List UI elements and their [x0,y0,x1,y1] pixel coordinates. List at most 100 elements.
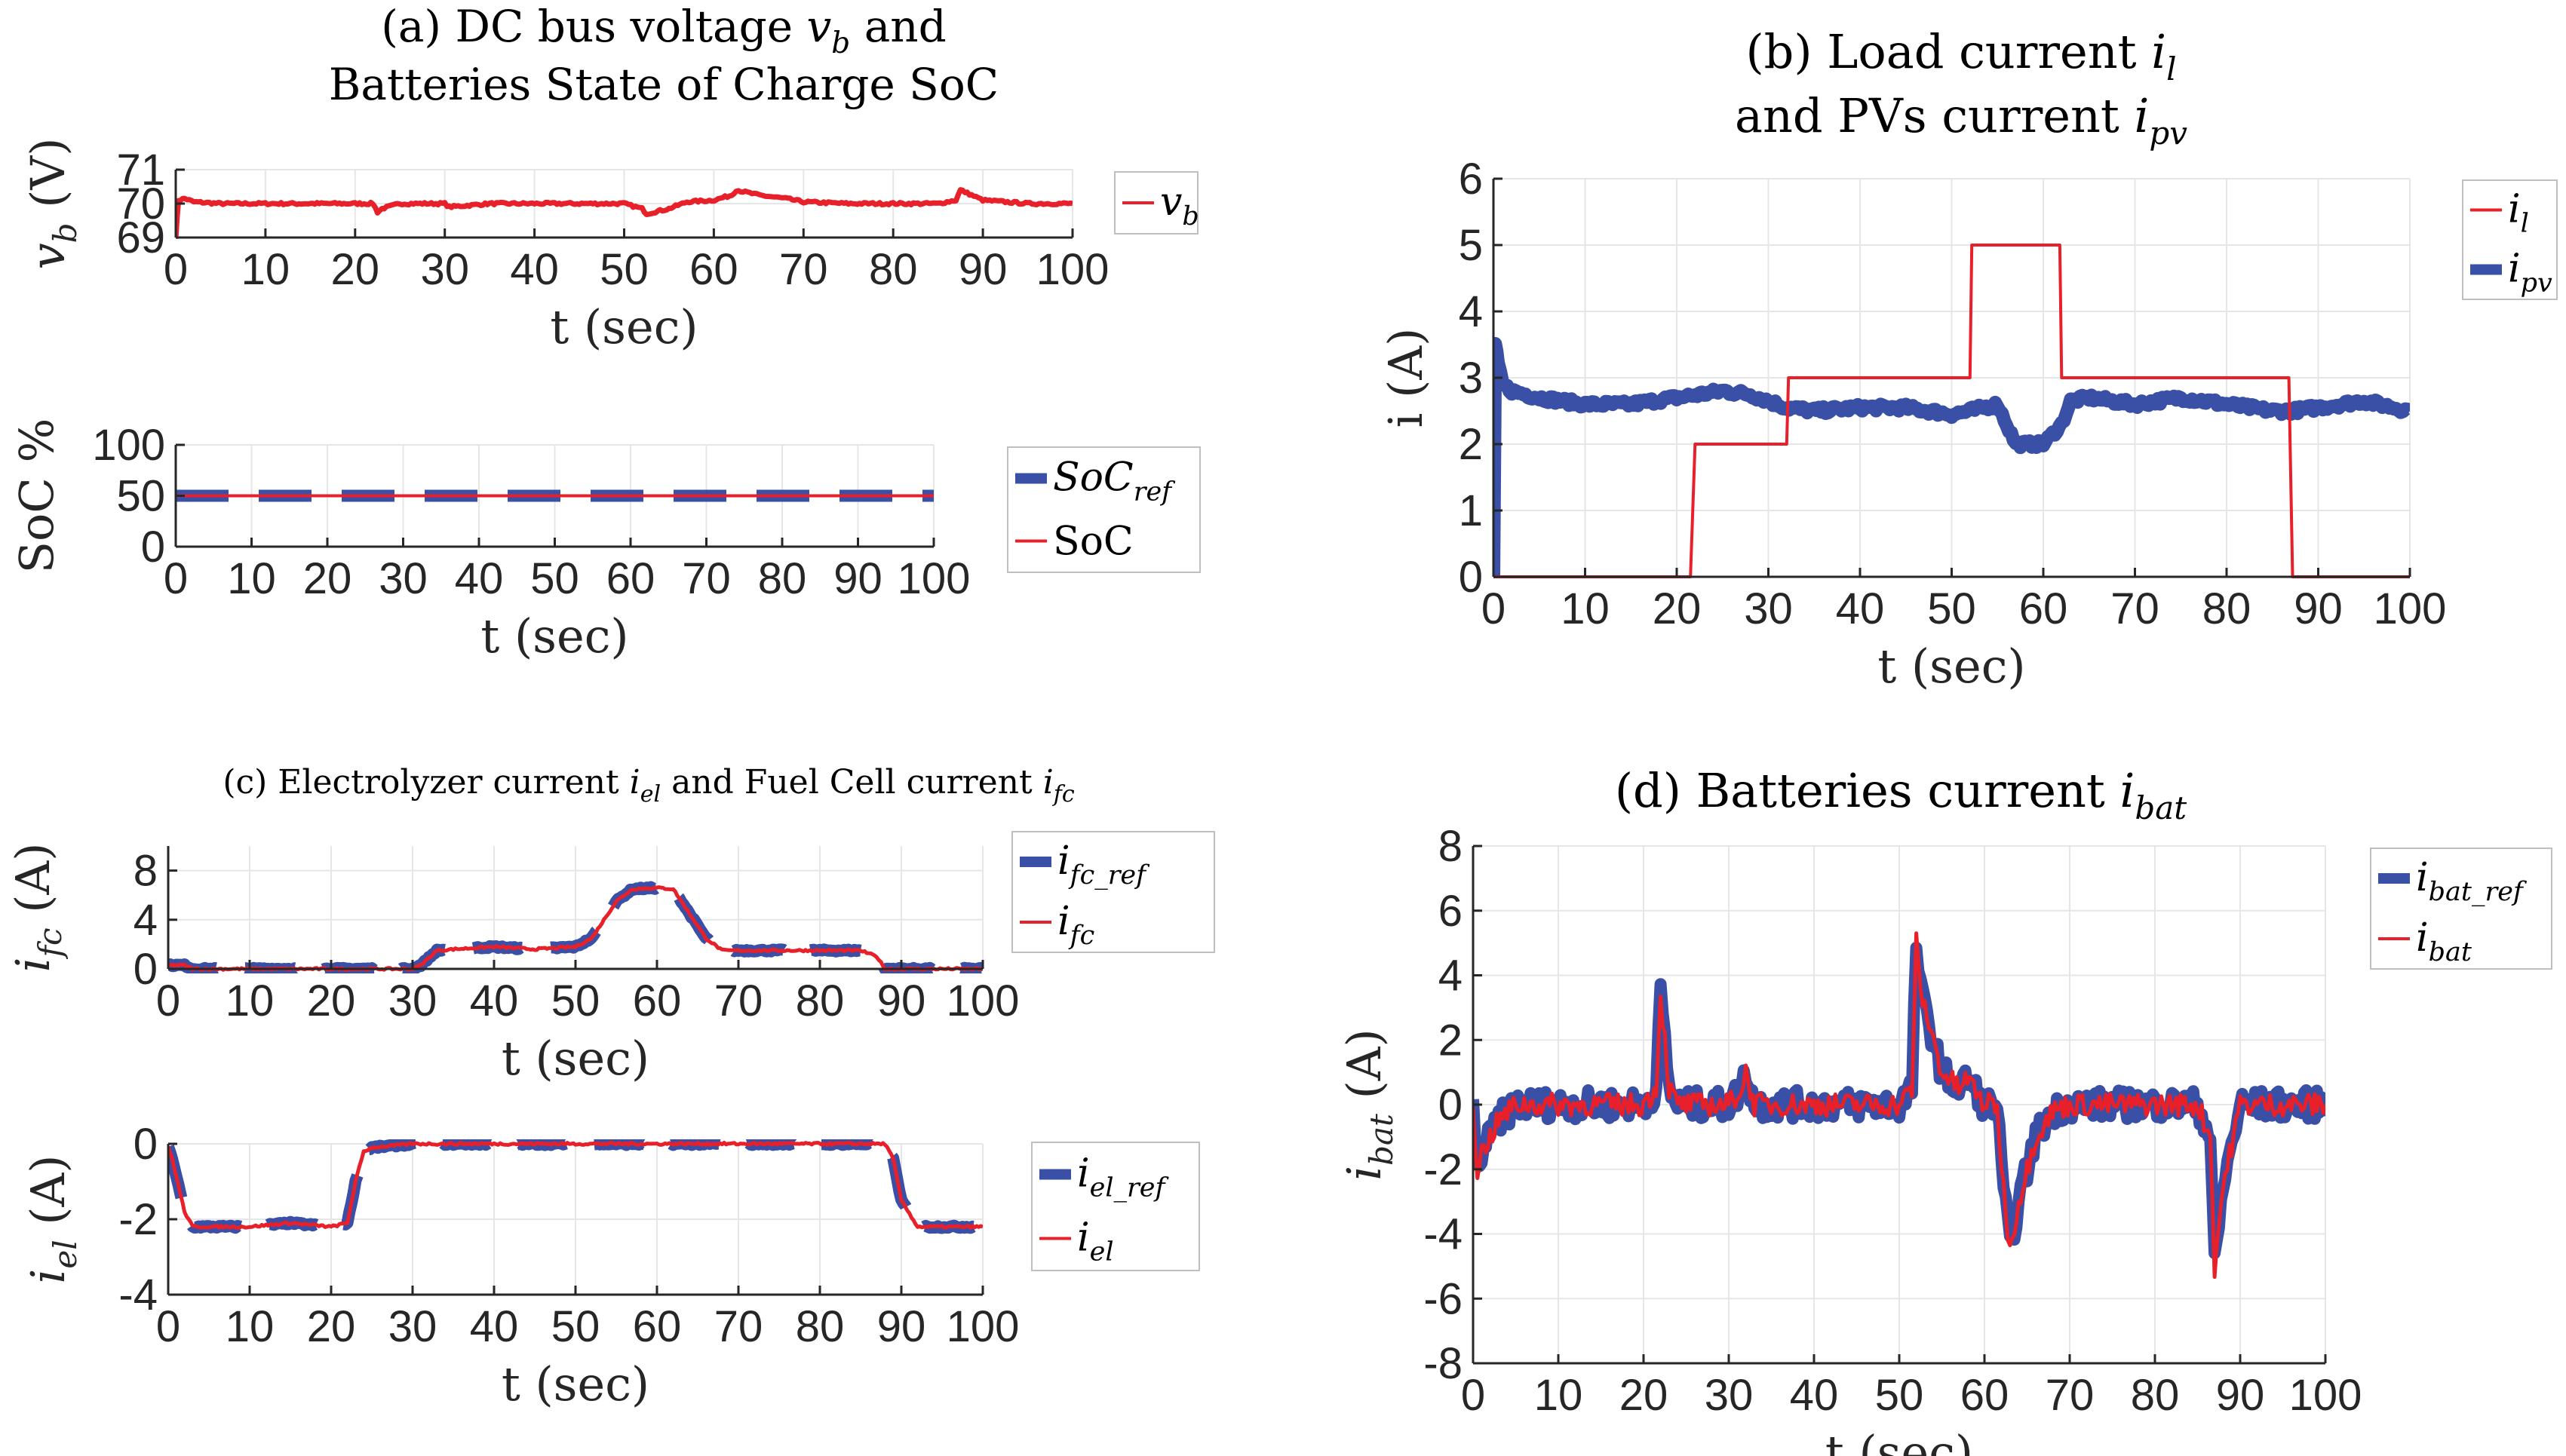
legend-box [1007,446,1201,573]
x-tick-label: 50 [551,976,600,1025]
legend-label: il​ [2508,187,2529,239]
x-tick-label: 40 [1790,1371,1839,1420]
x-tick-label: 80 [758,554,807,603]
y-tick-label: 3 [1459,354,1483,403]
x-tick-label: 100 [2289,1371,2362,1420]
x-tick-label: 0 [164,554,188,603]
x-tick-label: 100 [2374,584,2447,633]
x-tick-label: 40 [470,976,519,1025]
y-tick-label: 0 [141,523,165,572]
x-tick-label: 10 [241,245,290,294]
legend-label: ifc​ [1057,899,1094,951]
x-axis-label: t (sec) [550,299,698,354]
legend: ibat_ref​ ibat​ [2370,848,2552,970]
legend-label: ifc_ref​ [1057,838,1150,890]
x-tick-label: 10 [226,1302,275,1351]
y-tick-label: -2 [1423,1145,1463,1194]
y-tick-label: -2 [118,1195,158,1244]
y-tick-label: 100 [92,421,165,470]
legend-box [2462,179,2558,300]
legend-label: ibat_ref​ [2416,855,2528,907]
x-tick-label: 30 [1744,584,1793,633]
y-tick-label: 70 [116,179,165,228]
legend-label: SoCref​ [1053,455,1176,507]
y-tick-label: 4 [1438,952,1463,1001]
x-tick-label: 40 [1836,584,1885,633]
x-axis-label: t (sec) [480,608,628,664]
y-tick-label: 0 [134,1120,158,1169]
x-tick-label: 50 [600,245,649,294]
y-axis-label: ifc​ (A) [5,843,69,973]
x-tick-label: 70 [682,554,731,603]
y-axis-label: ibat​ (A) [1337,1028,1400,1181]
y-tick-label: 6 [1459,155,1483,204]
legend-box [2370,848,2552,970]
y-tick-label: 5 [1459,221,1483,270]
panel-d: 0 10 20 30 40 50 60 70 80 90 100 -8 -6 -4 -2 0 2 4 6 8 t (se… [1337,763,2552,1456]
y-tick-label: 2 [1459,420,1483,469]
series-group [176,187,1073,239]
x-tick-label: 80 [2202,584,2251,633]
legend-label: ipv​ [2508,247,2552,299]
y-tick-label: -4 [1423,1210,1463,1259]
chart-title-line: Batteries State of Charge SoC [329,59,999,110]
y-axis-label: iel​ (A) [20,1155,84,1284]
x-tick-label: 90 [2294,584,2343,633]
x-tick-label: 90 [2216,1371,2265,1420]
series-v-b [176,187,1073,239]
panel-b: 0 10 20 30 40 50 60 70 80 90 100 0 1 2 3 4 5 6 t (sec) i (A… [1378,24,2558,694]
x-tick-label: 40 [510,245,559,294]
x-tick-label: 70 [714,1302,763,1351]
x-tick-label: 50 [1927,584,1976,633]
x-tick-label: 20 [307,976,356,1025]
x-tick-label: 100 [1036,245,1110,294]
y-axis-label: vb​ (V) [20,138,84,270]
legend: ifc_ref​ ifc​ [1011,831,1215,953]
series-i-l [1493,244,2410,578]
x-tick-label: 70 [2046,1371,2095,1420]
legend: il​ ipv​ [2462,179,2558,300]
y-tick-label: 6 [1438,887,1463,936]
x-tick-label: 80 [796,976,845,1025]
x-tick-label: 30 [1705,1371,1754,1420]
x-tick-label: 30 [388,976,437,1025]
y-tick-label: 0 [1459,553,1483,602]
series-group [168,1139,983,1234]
x-tick-label: 80 [869,245,918,294]
y-tick-label: 0 [134,945,158,994]
x-tick-label: 90 [877,976,926,1025]
x-tick-label: 60 [633,976,682,1025]
x-tick-label: 90 [877,1302,926,1351]
y-tick-label: 50 [116,472,165,521]
legend-box [1011,831,1215,953]
legend-box [1031,1142,1200,1271]
x-tick-label: 20 [331,245,380,294]
y-tick-label: -8 [1423,1339,1463,1388]
x-tick-label: 100 [947,1302,1020,1351]
x-tick-label: 0 [164,245,188,294]
x-tick-label: 70 [2110,584,2159,633]
series-i-el [168,1141,983,1230]
series-i-bat [1473,931,2325,1280]
x-tick-label: 50 [530,554,579,603]
x-tick-label: 50 [1875,1371,1924,1420]
y-tick-label: 8 [134,847,158,896]
legend-label: SoC [1053,520,1134,565]
x-tick-label: 20 [1653,584,1702,633]
x-tick-label: 0 [1461,1371,1485,1420]
x-tick-label: 20 [303,554,352,603]
series-group [1493,244,2410,578]
y-tick-label: 0 [1438,1081,1463,1130]
x-tick-label: 30 [420,245,469,294]
y-tick-label: 4 [134,896,158,945]
x-tick-label: 90 [833,554,882,603]
x-tick-label: 10 [1534,1371,1583,1420]
legend-label: ibat​ [2416,915,2472,967]
x-tick-label: 70 [779,245,828,294]
x-axis-label: t (sec) [502,1356,649,1412]
legend-label: vb​ [1160,179,1199,231]
x-tick-label: 50 [551,1302,600,1351]
chart-title-line: (d) Batteries current ibat​ [1615,763,2187,826]
